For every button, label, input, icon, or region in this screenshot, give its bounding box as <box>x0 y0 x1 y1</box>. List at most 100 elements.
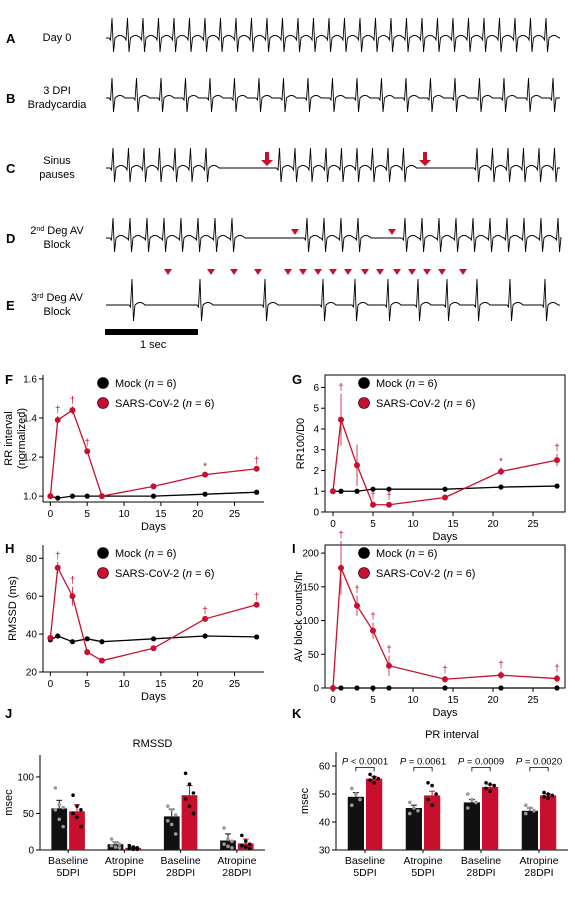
x-tick-label: 10 <box>118 509 130 520</box>
category-label: 5DPI <box>411 867 434 879</box>
individual-point <box>61 805 65 810</box>
scale-bar-label: 1 sec <box>140 339 167 351</box>
y-axis-label: RR interval <box>3 411 15 465</box>
data-point <box>254 489 260 495</box>
p-wave-marker <box>299 269 307 275</box>
individual-point <box>488 789 492 793</box>
comparison-bracket <box>471 767 491 772</box>
significance-mark: † <box>338 383 344 394</box>
x-tick-label: 10 <box>118 679 130 690</box>
p-wave-marker <box>376 269 384 275</box>
individual-point <box>71 811 75 816</box>
y-tick-label: 30 <box>319 846 331 857</box>
data-point <box>253 601 260 608</box>
individual-point <box>222 842 226 846</box>
y-axis-label: (normalized) <box>16 408 28 469</box>
x-axis-label: Days <box>141 691 167 703</box>
data-point <box>386 662 392 669</box>
bar <box>405 808 422 850</box>
bar <box>181 795 198 850</box>
line-chart-g: G 0 5 10 15 20 25 0 1 2 3 4 5 6 Days RR100/D0 † † † * † Mock … <box>292 372 566 543</box>
individual-point <box>113 845 118 849</box>
category-label: 28DPI <box>524 867 553 879</box>
y-tick-label: 1.0 <box>23 492 37 503</box>
individual-point <box>240 833 244 838</box>
category-label: 5DPI <box>113 867 136 879</box>
x-tick-label: 0 <box>330 519 336 530</box>
significance-mark: † <box>84 438 90 449</box>
legend-label: Mock (n = 6) <box>376 378 437 390</box>
panel-letter: E <box>6 298 15 313</box>
individual-point <box>247 842 252 846</box>
y-axis-label: RR100/D0 <box>295 418 307 469</box>
individual-point <box>466 806 470 810</box>
data-point <box>442 486 448 492</box>
bar <box>347 796 364 850</box>
data-point <box>354 685 360 691</box>
data-point <box>442 494 448 501</box>
category-label: Baseline <box>160 855 200 867</box>
data-point <box>330 488 336 495</box>
pause-arrow <box>419 152 431 166</box>
y-tick-label: 20 <box>26 668 38 679</box>
significance-mark: † <box>254 456 260 467</box>
data-point <box>98 657 105 664</box>
category-label: Atropine <box>403 855 442 867</box>
y-tick-label: 0 <box>313 508 319 519</box>
individual-point <box>131 847 136 852</box>
ecg-label: Block <box>44 239 71 251</box>
individual-point <box>57 817 62 822</box>
bar <box>424 795 441 850</box>
panel-letter: J <box>5 706 12 721</box>
individual-point <box>484 786 488 791</box>
x-tick-label: 20 <box>192 509 204 520</box>
data-point <box>69 493 76 499</box>
legend-label: SARS-CoV-2 (n = 6) <box>115 568 214 580</box>
y-tick-label: 1.6 <box>23 374 37 385</box>
p-wave-marker <box>329 269 337 275</box>
data-point <box>386 486 392 492</box>
individual-point <box>79 808 83 812</box>
data-point <box>554 675 560 682</box>
individual-point <box>430 783 434 788</box>
data-point <box>498 672 504 679</box>
data-point <box>254 634 260 640</box>
individual-point <box>53 786 58 790</box>
p-value-label: P = 0.0009 <box>458 756 504 767</box>
individual-point <box>191 791 196 795</box>
data-point <box>354 602 360 609</box>
chart-title: PR interval <box>425 729 479 741</box>
p-wave-marker <box>408 269 416 275</box>
data-point <box>150 483 157 490</box>
ecg-label: Sinus <box>43 155 71 167</box>
category-label: Baseline <box>461 855 501 867</box>
data-point <box>370 685 376 691</box>
x-tick-label: 5 <box>84 679 90 690</box>
p-wave-marker <box>291 229 299 235</box>
individual-point <box>75 815 79 819</box>
category-label: Atropine <box>105 855 144 867</box>
individual-point <box>75 804 79 808</box>
individual-point <box>368 772 372 777</box>
individual-point <box>532 809 536 813</box>
ecg-trace <box>106 17 560 53</box>
legend-marker <box>358 547 370 559</box>
x-tick-label: 5 <box>370 695 376 706</box>
ecg-trace <box>106 217 562 253</box>
panel-letter: K <box>292 706 302 721</box>
individual-point <box>230 846 234 850</box>
individual-point <box>426 797 430 802</box>
data-point <box>150 645 157 652</box>
individual-point <box>484 781 488 785</box>
ecg-label: pauses <box>39 169 75 181</box>
x-tick-label: 20 <box>487 695 499 706</box>
x-tick-label: 20 <box>487 519 499 530</box>
individual-point <box>550 793 554 798</box>
data-point <box>54 564 61 571</box>
panel-letter: B <box>6 91 15 106</box>
individual-point <box>358 797 362 802</box>
data-point <box>330 685 336 691</box>
x-tick-label: 5 <box>370 519 376 530</box>
individual-point <box>191 811 196 816</box>
y-axis-label: msec <box>299 787 311 814</box>
